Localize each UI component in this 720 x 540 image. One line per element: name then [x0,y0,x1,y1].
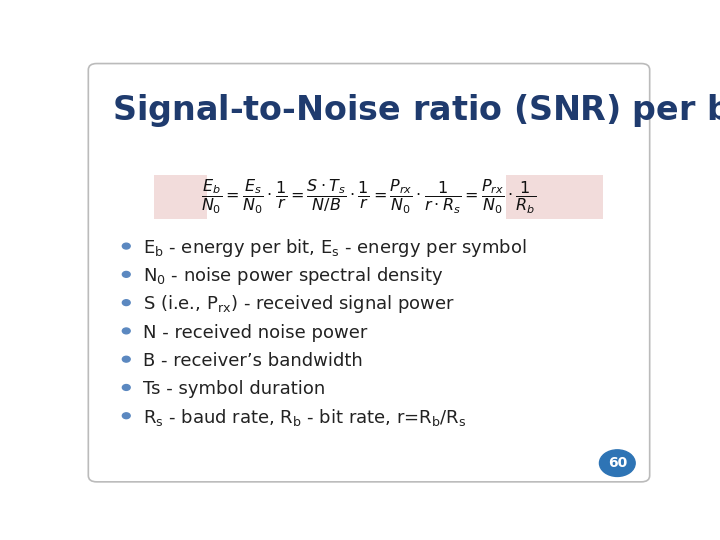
Circle shape [122,243,130,249]
Circle shape [122,384,130,390]
Circle shape [122,413,130,418]
Circle shape [122,328,130,334]
Circle shape [122,300,130,306]
Text: 60: 60 [608,456,627,470]
Circle shape [600,450,635,476]
FancyBboxPatch shape [89,64,649,482]
Text: Signal-to-Noise ratio (SNR) per bit ($\mathregular{E_b/N_0}$): Signal-to-Noise ratio (SNR) per bit ($\m… [112,92,720,129]
Text: N - received noise power: N - received noise power [143,323,367,342]
Text: $\mathregular{R_s}$ - baud rate, $\mathregular{R_b}$ - bit rate, r=$\mathregular: $\mathregular{R_s}$ - baud rate, $\mathr… [143,407,467,428]
Text: S (i.e., $\mathregular{P_{rx}}$) - received signal power: S (i.e., $\mathregular{P_{rx}}$) - recei… [143,293,455,315]
Text: $\mathregular{E_b}$ - energy per bit, $\mathregular{E_s}$ - energy per symbol: $\mathregular{E_b}$ - energy per bit, $\… [143,237,526,259]
Text: $\mathregular{N_0}$ - noise power spectral density: $\mathregular{N_0}$ - noise power spectr… [143,265,444,287]
Circle shape [122,356,130,362]
Text: Ts - symbol duration: Ts - symbol duration [143,380,325,398]
FancyBboxPatch shape [154,175,207,219]
Text: $\dfrac{E_b}{N_0} = \dfrac{E_s}{N_0} \cdot \dfrac{1}{r} = \dfrac{S \cdot T_s}{N/: $\dfrac{E_b}{N_0} = \dfrac{E_s}{N_0} \cd… [202,178,536,216]
Text: B - receiver’s bandwidth: B - receiver’s bandwidth [143,352,363,370]
Circle shape [122,272,130,277]
FancyBboxPatch shape [505,175,603,219]
